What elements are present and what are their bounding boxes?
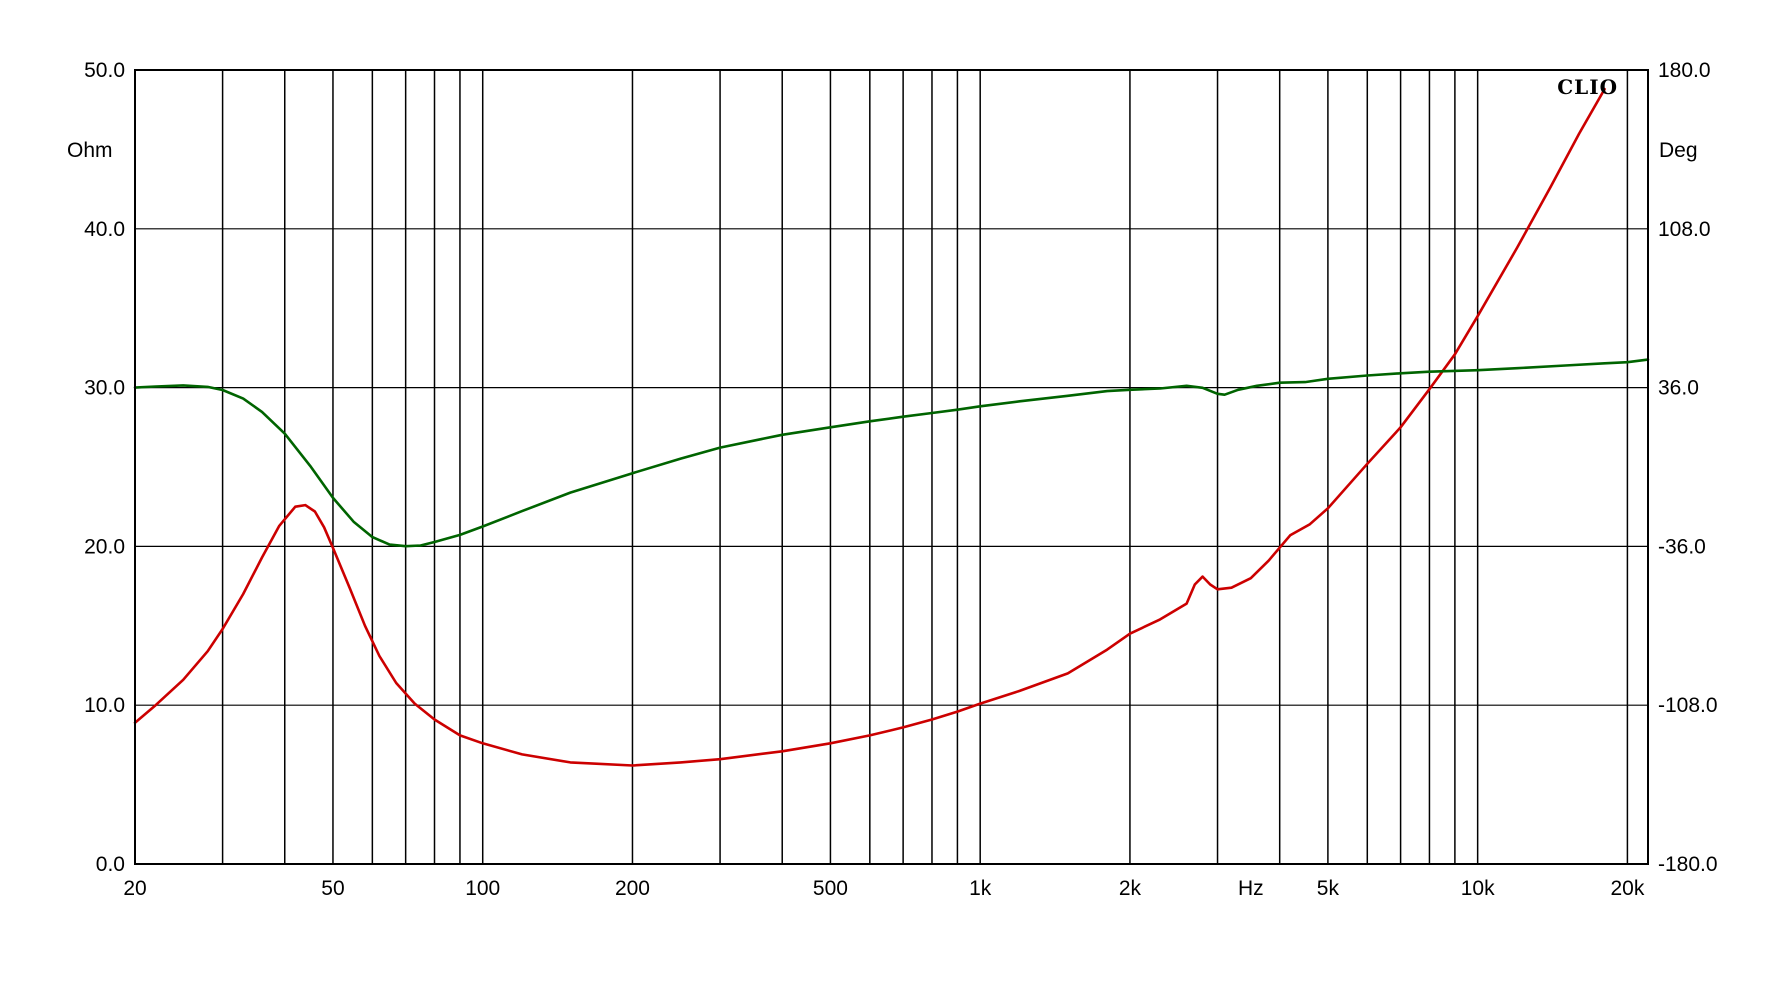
x-axis-tick-label: 10k [1461,877,1495,900]
right-axis-tick-label: 36.0 [1658,377,1699,400]
right-axis-tick-label: -36.0 [1658,535,1706,558]
right-axis-unit: Deg [1659,139,1698,162]
x-axis-tick-label: 5k [1317,877,1340,900]
left-axis-tick-labels: 0.0 10.0 20.0 30.0 40.0 50.0 [84,59,125,876]
left-axis-tick-label: 40.0 [84,218,125,241]
clio-brand-label: CLIO [1557,75,1618,99]
left-axis-tick-label: 30.0 [84,377,125,400]
phase-curve [133,358,1650,548]
x-axis-tick-labels: 20 50 100 200 500 1k 2k 5k 10k 20k [123,877,1645,900]
x-axis-tick-label: 200 [615,877,650,900]
left-axis-tick-label: 50.0 [84,59,125,82]
left-axis-unit: Ohm [67,139,113,162]
plot-frame [134,69,1649,865]
impedance-curve [133,87,1606,767]
x-axis-tick-label: 20 [123,877,146,900]
left-axis-tick-label: 10.0 [84,694,125,717]
left-axis-tick-label: 0.0 [96,853,125,876]
right-axis-tick-label: -108.0 [1658,694,1718,717]
right-axis-tick-label: -180.0 [1658,853,1718,876]
right-axis-tick-labels: -180.0 -108.0 -36.0 36.0 108.0 180.0 [1658,59,1718,876]
x-axis-tick-label: 50 [321,877,344,900]
x-axis-tick-label: 500 [813,877,848,900]
left-axis-tick-label: 20.0 [84,535,125,558]
x-axis-tick-label: 2k [1119,877,1142,900]
x-axis-tick-label: 20k [1610,877,1644,900]
right-axis-tick-label: 108.0 [1658,218,1711,241]
x-axis-unit: Hz [1238,877,1264,900]
series-layer [133,87,1650,767]
vertical-gridlines [221,70,1629,864]
horizontal-gridlines [135,228,1648,706]
right-axis-tick-label: 180.0 [1658,59,1711,82]
x-axis-tick-label: 1k [969,877,992,900]
x-axis-tick-label: 100 [465,877,500,900]
